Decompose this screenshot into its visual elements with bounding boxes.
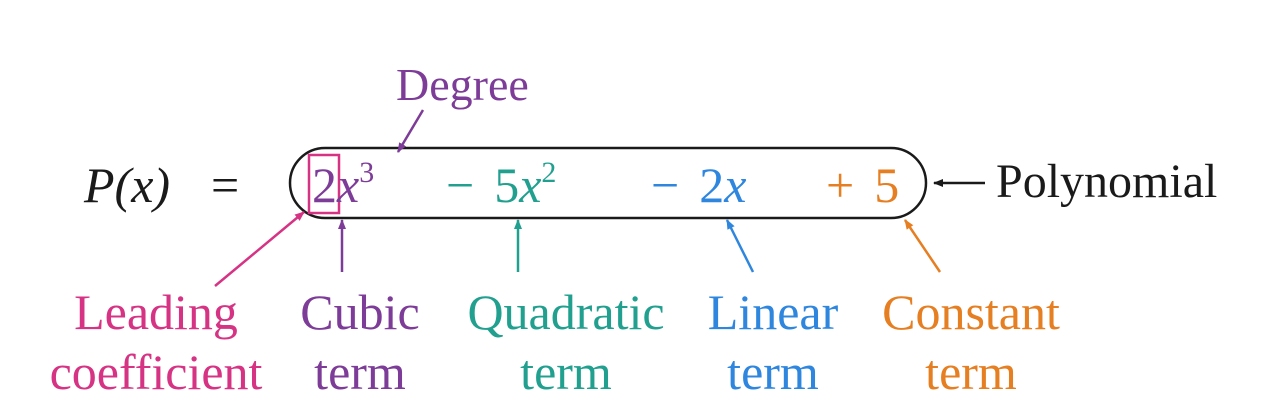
cubic-term: 2x3 bbox=[312, 157, 374, 213]
cubic-term-label-line2: term bbox=[314, 344, 406, 400]
linear-variable: x bbox=[724, 157, 747, 213]
leading-coefficient: 2 bbox=[312, 157, 337, 213]
quadratic-term: −5x2 bbox=[446, 157, 556, 213]
leading-coefficient-label-line2: coefficient bbox=[49, 344, 263, 400]
constant-term-arrow bbox=[903, 219, 942, 273]
constant-term-label-line1: Constant bbox=[882, 284, 1060, 340]
linear-coefficient: 2 bbox=[699, 157, 725, 213]
quadratic-variable: x bbox=[519, 157, 542, 213]
leading-coefficient-arrow bbox=[214, 211, 305, 287]
leading-coefficient-label-line1: Leading bbox=[74, 284, 238, 340]
linear-operator: − bbox=[651, 157, 680, 213]
degree-label: Degree bbox=[396, 59, 529, 110]
constant-term-label-line2: term bbox=[925, 344, 1017, 400]
constant-operator: + bbox=[826, 157, 855, 213]
linear-term-label-line2: term bbox=[727, 344, 819, 400]
quadratic-coefficient: 5 bbox=[494, 157, 520, 213]
leading-coefficient-box bbox=[307, 153, 341, 215]
polynomial-label: Polynomial bbox=[996, 155, 1218, 208]
linear-term-arrow bbox=[725, 219, 755, 273]
polynomial-enclosure bbox=[288, 146, 928, 220]
cubic-exponent: 3 bbox=[359, 156, 375, 189]
cubic-term-label-line1: Cubic bbox=[300, 284, 420, 340]
quadratic-term-label-line1: Quadratic bbox=[467, 284, 665, 340]
constant-term: +5 bbox=[826, 160, 899, 210]
constant-value: 5 bbox=[874, 157, 900, 213]
quadratic-exponent: 2 bbox=[541, 156, 557, 189]
cubic-variable: x bbox=[337, 157, 360, 213]
quadratic-operator: − bbox=[446, 157, 475, 213]
linear-term: −2x bbox=[651, 160, 746, 210]
linear-term-label-line1: Linear bbox=[707, 284, 839, 340]
equation-lhs: P(x) bbox=[84, 160, 170, 210]
function-name: P(x) bbox=[84, 157, 171, 213]
equals-sign: = bbox=[211, 157, 240, 213]
degree-arrow bbox=[396, 109, 425, 153]
quadratic-term-label-line2: term bbox=[520, 344, 612, 400]
